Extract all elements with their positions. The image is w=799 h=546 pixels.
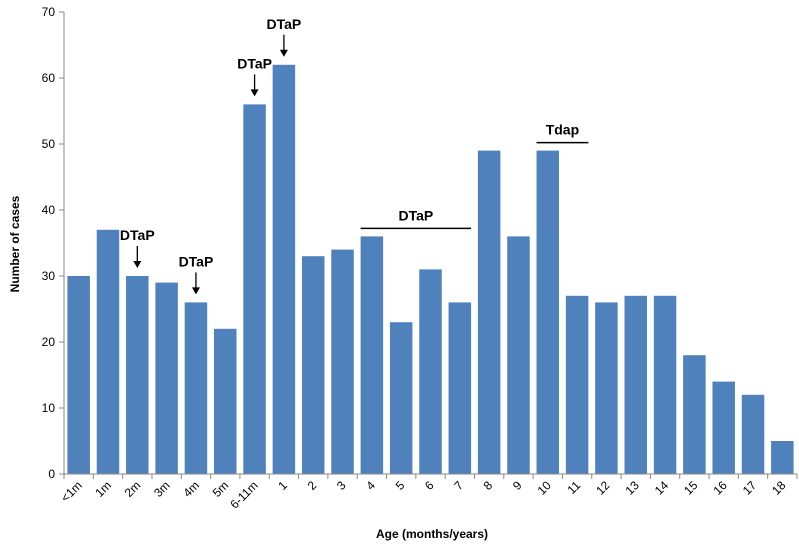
- x-tick-labels: <1m 1m 2m 3m 4m 5m6-11m 1 2 3 4 5 6 7 8 9 10 11 12 13 14 15 1…: [58, 474, 798, 512]
- annotation-arrow-head: [279, 49, 288, 57]
- x-tick-label: 2: [305, 478, 320, 493]
- bar-4: [360, 236, 384, 474]
- x-tick-label: 4m: [180, 478, 202, 500]
- bar-3: [331, 249, 354, 474]
- bar-14: [653, 295, 677, 474]
- y-tick-label: 10: [42, 401, 56, 415]
- bar-7: [448, 302, 472, 474]
- x-tick-label: 8: [481, 478, 496, 493]
- x-tick-label: 10: [535, 478, 555, 498]
- annotation-label: DTaP: [179, 253, 214, 269]
- annotation-label: DTaP: [237, 55, 272, 71]
- x-tick-label: 17: [740, 478, 760, 498]
- y-tick-label: 20: [42, 335, 56, 349]
- x-tick-label: 3m: [151, 478, 173, 500]
- x-tick-label: 13: [623, 478, 643, 498]
- bar-15: [683, 355, 706, 474]
- bar-<1m: [67, 276, 90, 474]
- y-tick-labels: 0 10 20 30 40 50 60 70: [42, 5, 64, 481]
- annotation-label: DTaP: [267, 16, 302, 32]
- x-tick-label: 5: [393, 478, 408, 493]
- bar-17: [741, 394, 765, 474]
- annotation-arrow-head: [133, 261, 142, 268]
- bar-13: [624, 295, 647, 474]
- x-tick-label: 15: [681, 478, 701, 498]
- bar-12: [595, 302, 618, 474]
- annotation-label: Tdap: [546, 122, 579, 138]
- x-tick-label: 7: [451, 478, 466, 493]
- x-tick-label: 3: [334, 478, 349, 493]
- x-tick-label: 9: [510, 478, 525, 493]
- bar-1m: [96, 229, 120, 474]
- bar-3m: [155, 282, 178, 474]
- bar-18: [771, 441, 794, 474]
- y-tick-label: 0: [48, 467, 55, 481]
- annotation-arrow-head: [191, 287, 200, 295]
- annotation-arrow-head: [250, 89, 259, 97]
- x-tick-label: 6-11m: [227, 478, 260, 511]
- y-tick-label: 70: [42, 5, 56, 19]
- y-tick-label: 60: [42, 71, 56, 85]
- bar-11: [565, 295, 589, 474]
- bar-5: [389, 322, 413, 474]
- x-axis-label: Age (months/years): [376, 527, 488, 541]
- x-tick-label: 16: [710, 478, 730, 498]
- bar-10: [536, 150, 560, 474]
- y-tick-label: 40: [42, 203, 56, 217]
- x-tick-label: 11: [565, 478, 584, 497]
- bar-6-11m: [243, 104, 266, 475]
- x-tick-label: 5m: [210, 478, 232, 500]
- bar-2m: [126, 276, 149, 474]
- y-axis-label: Number of cases: [8, 195, 22, 292]
- x-tick-label: 6: [422, 478, 437, 493]
- annotations-group: DTaP DTaP DTaP DTaP DTaP Tdap: [120, 16, 589, 295]
- bar-2: [301, 256, 325, 474]
- x-tick-label: 2m: [122, 478, 144, 500]
- x-tick-label: <1m: [58, 478, 85, 505]
- bar-16: [712, 381, 735, 474]
- x-tick-label: 14: [652, 478, 672, 498]
- bar-9: [507, 236, 530, 474]
- x-tick-label: 12: [593, 478, 613, 498]
- annotation-label: DTaP: [120, 227, 155, 243]
- bar-6: [419, 269, 442, 474]
- bar-4m: [184, 302, 208, 474]
- bar-8: [477, 150, 501, 474]
- axes-group: [63, 12, 797, 475]
- x-tick-label: 1: [275, 478, 290, 493]
- bars-group: [67, 64, 794, 475]
- annotation-label: DTaP: [398, 207, 433, 223]
- y-tick-label: 30: [42, 269, 56, 283]
- bar-1: [272, 64, 296, 475]
- x-tick-label: 4: [363, 478, 378, 493]
- x-tick-label: 18: [769, 478, 789, 498]
- y-tick-label: 50: [42, 137, 56, 151]
- bar-5m: [214, 328, 237, 474]
- x-tick-label: 1m: [92, 478, 114, 500]
